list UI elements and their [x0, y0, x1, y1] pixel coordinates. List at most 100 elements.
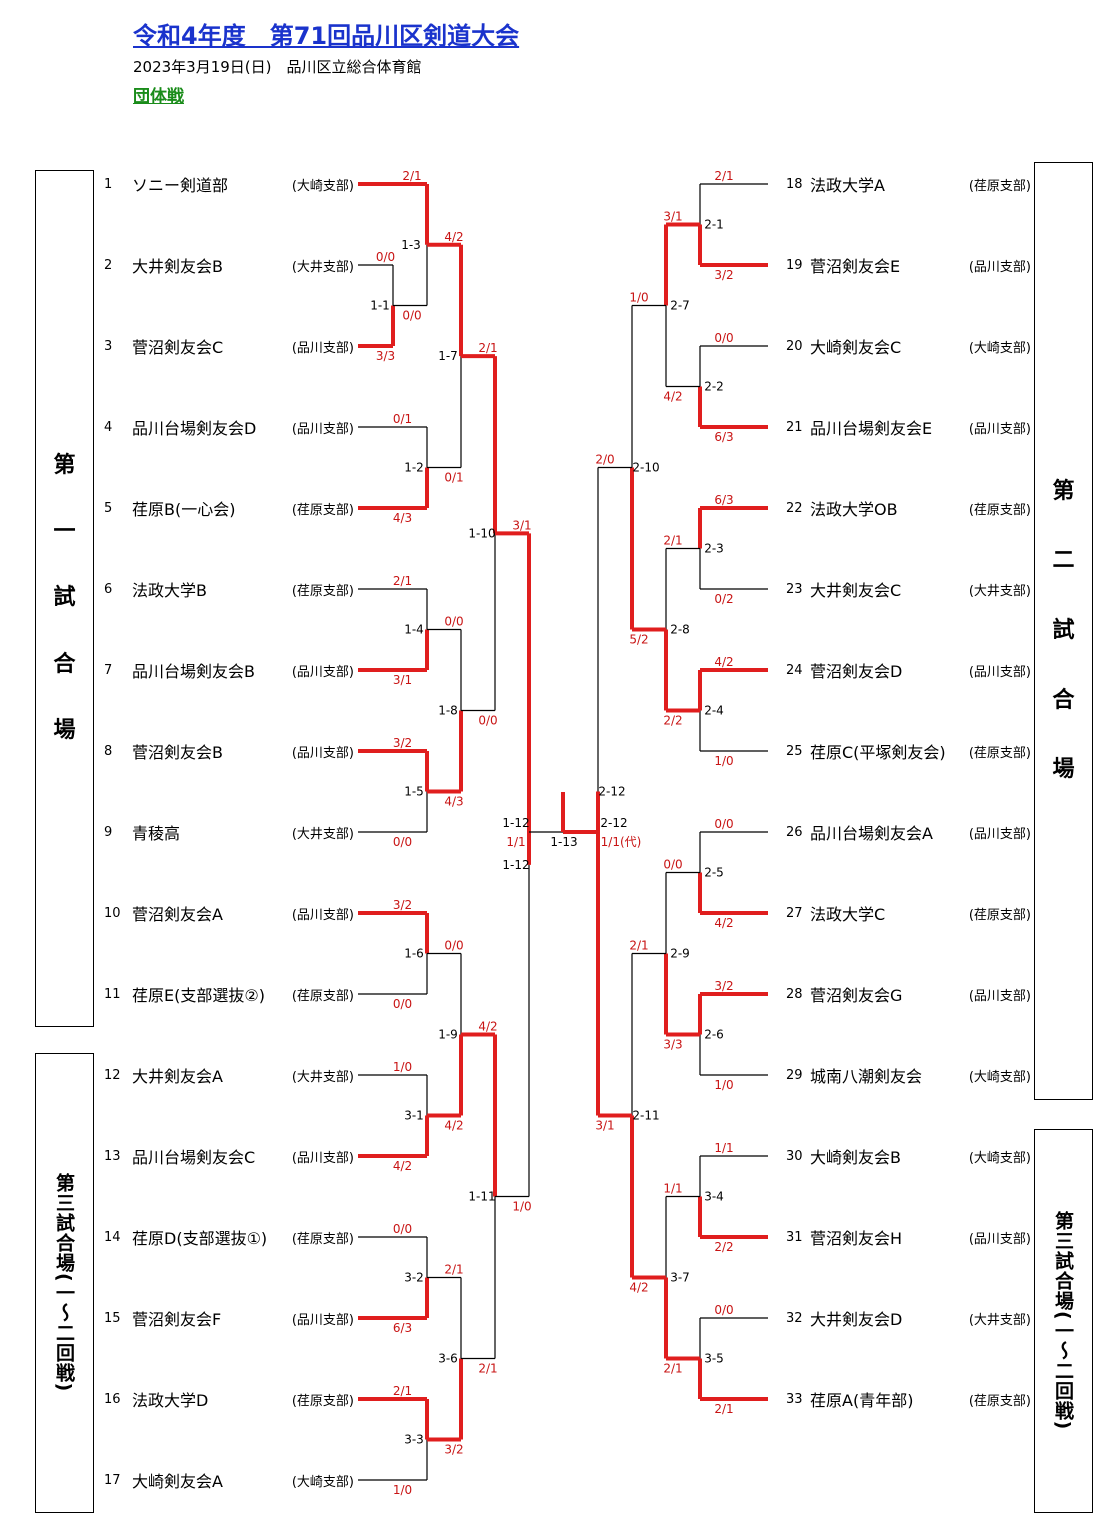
team-row: 7 品川台場剣友会B (品川支部): [104, 660, 354, 681]
venue-box-left-bottom: 第三試合場(一〜二回戦): [35, 1053, 94, 1513]
team-number: 28: [786, 986, 803, 1002]
match-score: 2/2: [663, 714, 682, 728]
team-branch: (大崎支部): [291, 1474, 354, 1490]
match-id: 3-3: [404, 1433, 424, 1447]
team-row: 10 菅沼剣友会A (品川支部): [104, 903, 354, 924]
venue-char: 合: [53, 651, 76, 677]
team-branch: (品川支部): [291, 745, 354, 761]
team-branch: (品川支部): [291, 1150, 354, 1166]
team-number: 23: [786, 581, 803, 597]
venue-char: 第: [1052, 478, 1075, 504]
team-number: 11: [104, 986, 121, 1002]
team-name: 菅沼剣友会A: [132, 905, 223, 924]
team-number: 3: [104, 338, 113, 354]
match-id: 1-2: [404, 461, 424, 475]
team-name: 大崎剣友会C: [810, 338, 902, 357]
match-score: 2/1: [714, 169, 733, 183]
match-score: 5/2: [629, 633, 648, 647]
match-score: 0/0: [714, 331, 733, 345]
match-id: 2-10: [632, 461, 659, 475]
team-row: 32 大井剣友会D (大井支部): [786, 1308, 1031, 1329]
match-score: 0/0: [478, 714, 497, 728]
team-number: 21: [786, 419, 803, 435]
match-id: 2-9: [670, 947, 690, 961]
match-score: 6/3: [393, 1321, 412, 1335]
match-id: 1-6: [404, 947, 424, 961]
match-id: 1-12: [502, 858, 529, 872]
match-score: 0/0: [393, 835, 412, 849]
match-id: 2-1: [704, 218, 724, 232]
team-name: 荏原A(青年部): [810, 1391, 914, 1410]
team-branch: (大崎支部): [968, 1069, 1031, 1085]
team-number: 31: [786, 1229, 803, 1245]
team-number: 33: [786, 1391, 803, 1407]
team-name: 菅沼剣友会D: [810, 662, 903, 681]
team-row: 23 大井剣友会C (大井支部): [786, 579, 1031, 600]
match-id: 2-11: [632, 1109, 659, 1123]
team-name: ソニー剣道部: [132, 176, 229, 195]
match-id: 2-7: [670, 299, 690, 313]
match-id: 3-5: [704, 1352, 724, 1366]
match-score: 4/2: [714, 916, 733, 930]
match-score: 0/0: [444, 939, 463, 953]
match-score: 1/1: [663, 1182, 682, 1196]
match-score: 1/0: [714, 754, 733, 768]
team-name: 品川台場剣友会B: [132, 662, 255, 681]
team-row: 31 菅沼剣友会H (品川支部): [786, 1227, 1031, 1248]
team-name: 大崎剣友会B: [810, 1148, 901, 1167]
team-row: 13 品川台場剣友会C (品川支部): [104, 1146, 354, 1167]
venue-char: 場: [53, 717, 76, 743]
team-row: 25 荏原C(平塚剣友会) (荏原支部): [786, 741, 1031, 762]
team-row: 9 青稜高 (大井支部): [104, 822, 354, 843]
match-id: 1-9: [438, 1028, 458, 1042]
team-number: 7: [104, 662, 113, 678]
venue-char: 場: [1052, 757, 1075, 783]
team-number: 8: [104, 743, 113, 759]
match-id: 1-1: [370, 299, 390, 313]
team-number: 16: [104, 1391, 121, 1407]
match-score: 2/1: [629, 939, 648, 953]
team-number: 18: [786, 176, 803, 192]
match-score: 1/0: [393, 1060, 412, 1074]
team-branch: (品川支部): [291, 1312, 354, 1328]
team-row: 22 法政大学OB (荏原支部): [786, 498, 1031, 519]
venue-char: 二: [1052, 548, 1075, 574]
team-branch: (品川支部): [291, 421, 354, 437]
team-number: 27: [786, 905, 803, 921]
event-type: 団体戦: [133, 87, 184, 107]
match-id: 3-7: [670, 1271, 690, 1285]
team-number: 24: [786, 662, 803, 678]
match-score: 0/0: [714, 1303, 733, 1317]
team-branch: (品川支部): [968, 826, 1031, 842]
team-number: 12: [104, 1067, 121, 1083]
match-score: 2/1: [393, 1384, 412, 1398]
team-name: 城南八潮剣友会: [810, 1067, 923, 1086]
team-name: 青稜高: [132, 824, 181, 843]
team-row: 11 荏原E(支部選抜②) (荏原支部): [104, 984, 354, 1005]
team-branch: (荏原支部): [291, 502, 354, 518]
match-score: 6/3: [714, 430, 733, 444]
match-id: 1-13: [550, 835, 577, 849]
team-number: 1: [104, 176, 113, 192]
team-number: 17: [104, 1472, 121, 1488]
team-branch: (荏原支部): [291, 1231, 354, 1247]
match-score: 4/2: [444, 1119, 463, 1133]
match-score: 6/3: [714, 493, 733, 507]
team-number: 14: [104, 1229, 121, 1245]
match-score: 1/0: [629, 291, 648, 305]
match-score: 4/2: [663, 390, 682, 404]
team-branch: (品川支部): [968, 988, 1031, 1004]
match-id: 3-4: [704, 1190, 724, 1204]
team-row: 5 荏原B(一心会) (荏原支部): [104, 498, 354, 519]
match-score: 0/0: [663, 858, 682, 872]
team-number: 22: [786, 500, 803, 516]
match-score: 4/2: [444, 230, 463, 244]
match-score: 2/1: [714, 1402, 733, 1416]
match-id: 1-7: [438, 349, 458, 363]
match-score: 2/1: [663, 1362, 682, 1376]
team-branch: (大井支部): [291, 1069, 354, 1085]
match-score: 4/2: [393, 1159, 412, 1173]
team-name: 大井剣友会C: [810, 581, 902, 600]
team-branch: (品川支部): [968, 421, 1031, 437]
match-score: 1/1: [714, 1141, 733, 1155]
